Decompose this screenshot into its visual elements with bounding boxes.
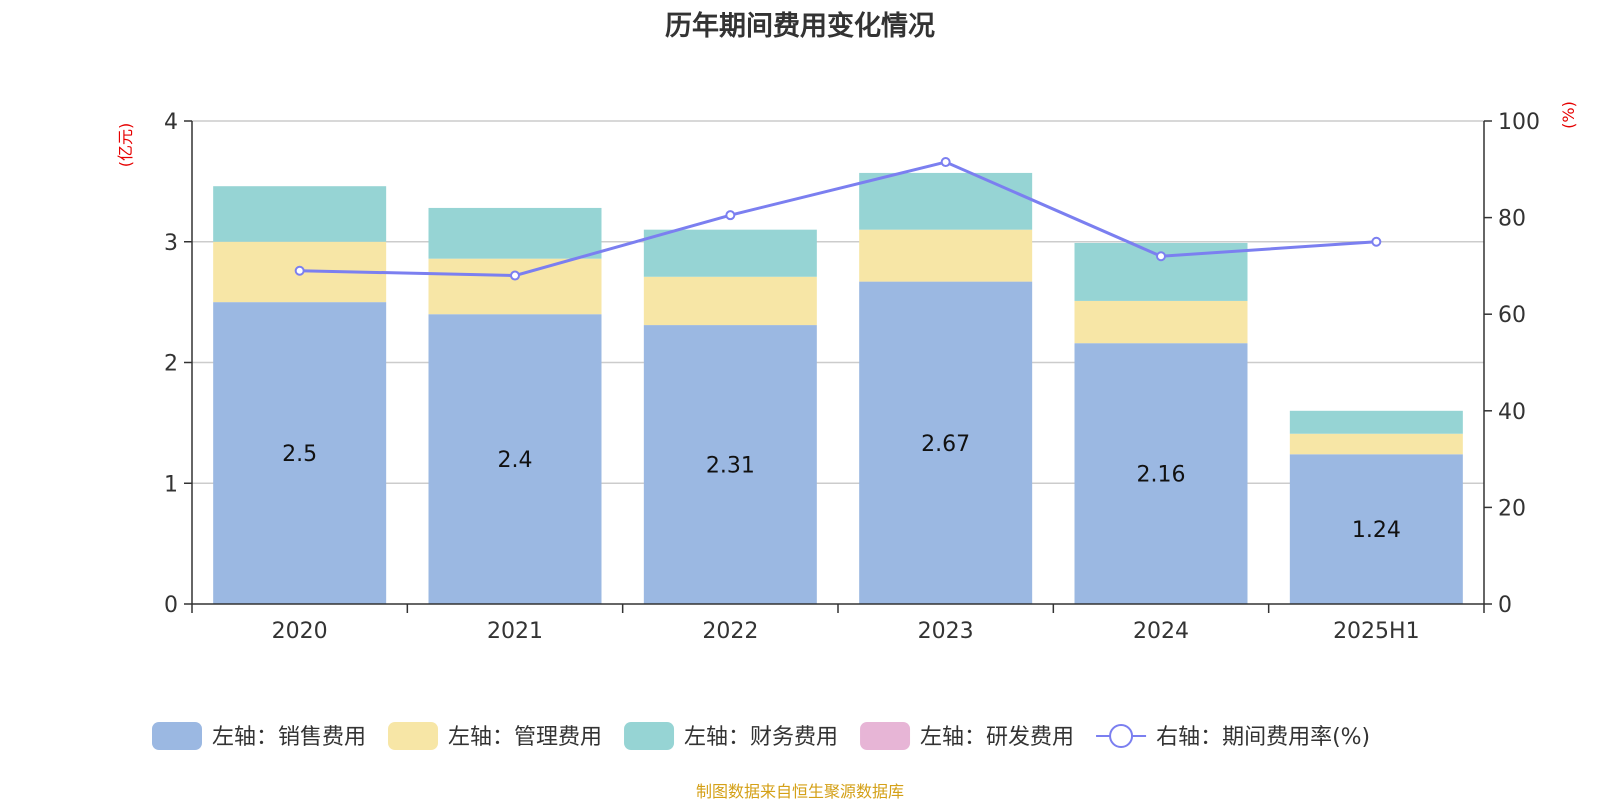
legend-label: 左轴：销售费用 <box>212 725 366 750</box>
bar-segment <box>1074 343 1248 604</box>
x-tick-label: 2025H1 <box>1333 619 1420 644</box>
left-tick-label: 4 <box>164 110 178 135</box>
bar-value-label: 2.31 <box>706 454 755 479</box>
bar-segment <box>1074 300 1248 344</box>
bar-segment <box>643 276 817 326</box>
x-tick-label: 2024 <box>1133 619 1189 644</box>
bar-value-label: 1.24 <box>1352 518 1401 543</box>
bar-segment <box>643 325 817 604</box>
x-tick-label: 2021 <box>487 619 543 644</box>
rate-line <box>294 157 1382 281</box>
rate-point <box>294 265 305 276</box>
legend-item: 左轴：财务费用 <box>624 722 838 750</box>
bar-segment <box>859 281 1033 604</box>
rate-point <box>1371 236 1382 247</box>
bar-labels: 2.5 2.4 2.31 2.67 2.16 1.24 <box>282 432 1401 543</box>
right-tick-label: 80 <box>1498 207 1526 232</box>
legend-item: 左轴：研发费用 <box>860 722 1074 750</box>
legend-label: 左轴：研发费用 <box>920 725 1074 750</box>
x-tick-label: 2023 <box>918 619 974 644</box>
bar-segment <box>1289 433 1463 455</box>
grid-lines <box>192 120 1484 484</box>
bar-segment <box>428 258 602 315</box>
bar-segment <box>859 172 1033 230</box>
bar-segment <box>428 314 602 604</box>
right-tick-label: 0 <box>1498 593 1512 618</box>
legend-marker <box>1109 724 1134 748</box>
legend: 左轴：销售费用 左轴：管理费用 左轴：财务费用 左轴：研发费用 右轴：期间费用率(%) <box>152 722 1370 750</box>
left-tick-label: 0 <box>164 593 178 618</box>
rate-point <box>1156 251 1166 262</box>
bar-segment <box>428 207 602 259</box>
left-tick-label: 3 <box>164 231 178 256</box>
legend-item: 右轴：期间费用率(%) <box>1096 724 1370 750</box>
right-tick-label: 40 <box>1498 400 1526 425</box>
left-unit-label: (亿元) <box>116 123 135 168</box>
bar-value-label: 2.4 <box>498 448 533 473</box>
right-tick-label: 100 <box>1498 110 1540 135</box>
legend-label: 左轴：管理费用 <box>448 725 602 750</box>
x-tick-label: 2022 <box>702 619 758 644</box>
left-tick-label: 1 <box>164 472 178 497</box>
bar-segment <box>213 302 387 604</box>
legend-item: 左轴：管理费用 <box>388 722 602 750</box>
legend-swatch <box>624 722 675 750</box>
rate-line-path <box>299 160 1377 278</box>
bar-segment <box>1289 410 1463 434</box>
bar-segment <box>213 186 387 242</box>
legend-swatch <box>860 722 911 750</box>
bar-segment <box>643 229 817 277</box>
left-tick-label: 2 <box>164 352 178 377</box>
right-tick-label: 60 <box>1498 303 1526 328</box>
rate-point <box>510 270 520 281</box>
rate-point <box>940 157 951 168</box>
chart-title: 历年期间费用变化情况 <box>665 11 935 42</box>
right-tick-label: 20 <box>1498 496 1526 521</box>
source-note: 制图数据来自恒生聚源数据库 <box>695 782 904 801</box>
x-tick-label: 2020 <box>272 619 328 644</box>
legend-label: 右轴：期间费用率(%) <box>1156 725 1370 750</box>
legend-item: 左轴：销售费用 <box>152 722 366 750</box>
legend-swatch <box>152 722 202 750</box>
legend-swatch <box>388 722 439 750</box>
bar-value-label: 2.67 <box>921 432 970 457</box>
bar-segment <box>859 229 1033 282</box>
bar-value-label: 2.16 <box>1137 463 1186 488</box>
right-unit-label: (%) <box>1559 101 1578 129</box>
rate-point <box>725 210 736 221</box>
bar-series <box>213 172 1463 604</box>
bar-segment <box>1289 454 1463 604</box>
legend-label: 左轴：财务费用 <box>684 725 838 750</box>
bar-value-label: 2.5 <box>282 442 317 467</box>
